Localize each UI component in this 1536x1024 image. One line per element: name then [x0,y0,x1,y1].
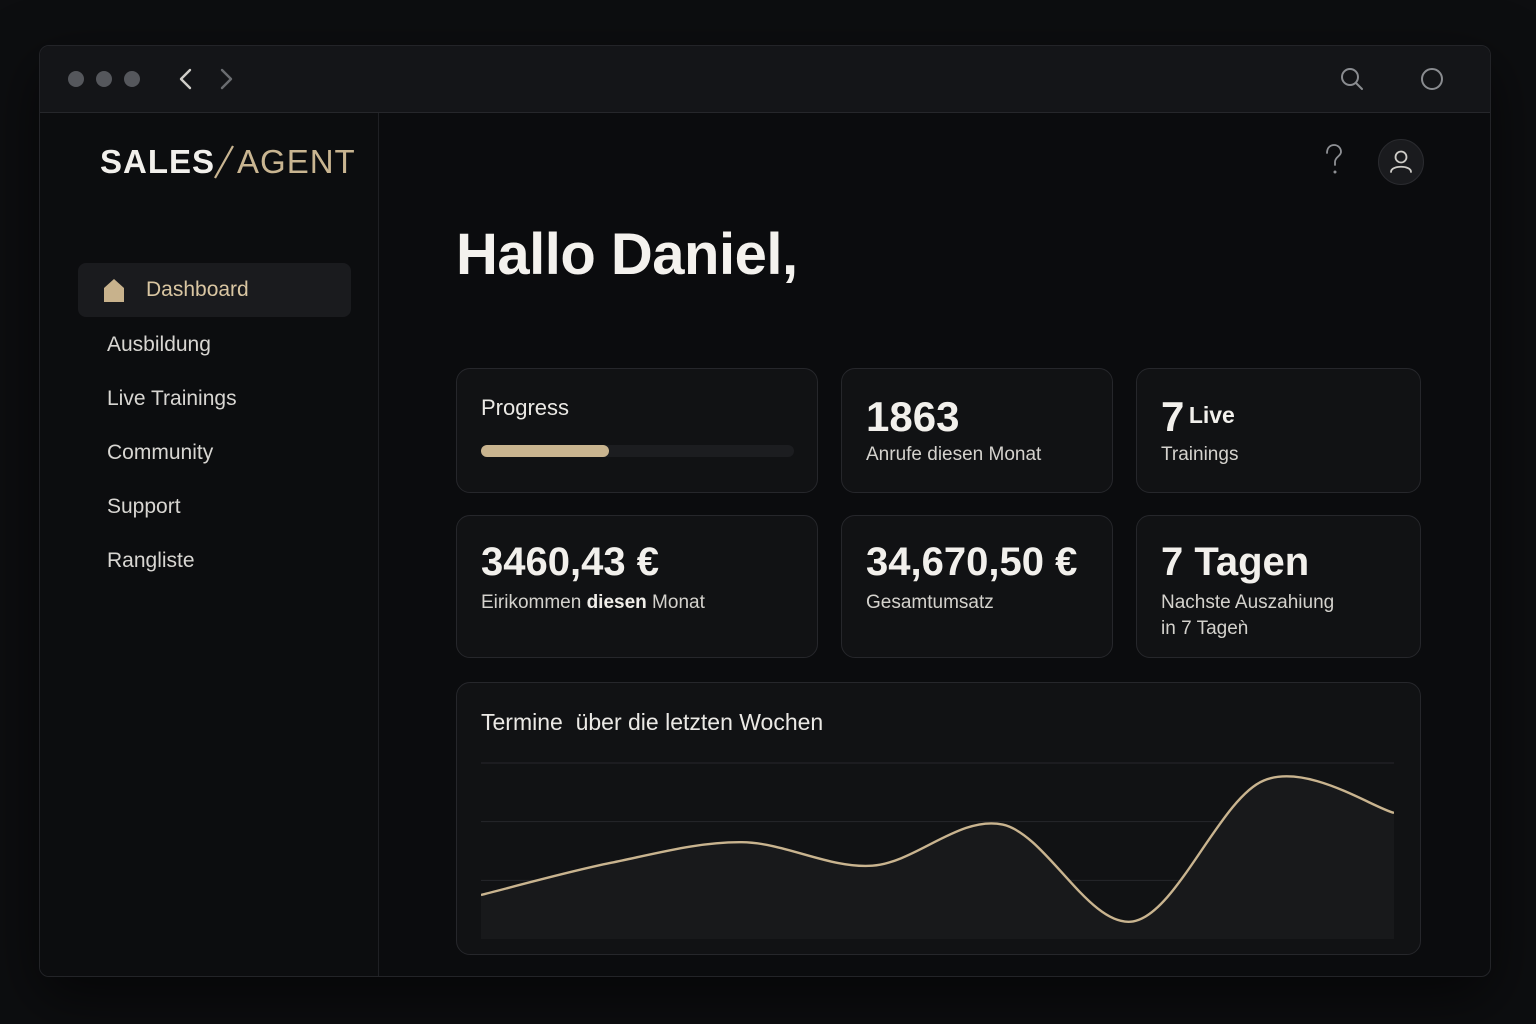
brand-part-2: AGENT [237,143,356,180]
sidebar-item-label: Community [107,441,214,464]
chart-data-point[interactable] [1260,777,1268,785]
payout-label-line-1: Nachste Auszahiung [1161,592,1335,613]
income-label-post: Monat [646,592,705,613]
chart-data-point[interactable] [1129,917,1137,925]
appointments-chart-card: Termine über die letzten Wochen [456,682,1421,955]
brand-logo[interactable]: SALES AGENT [100,143,356,181]
chart-series-line [481,775,1394,923]
sidebar-item-label: Rangliste [107,549,195,572]
sidebar-item-dashboard[interactable]: Dashboard [78,263,351,317]
chart-data-point[interactable] [999,821,1007,829]
window-close-dot[interactable] [68,71,84,87]
window-minimize-dot[interactable] [96,71,112,87]
sidebar-item-rangliste[interactable]: Rangliste [78,534,351,588]
income-card: 3460,43 € Eirikommen diesen Monat [456,515,818,658]
income-label: Eirikommen diesen Monat [481,592,705,614]
chart-area-fill [481,776,1394,939]
forward-arrow-icon[interactable] [214,66,238,92]
title-bar [40,46,1490,113]
sidebar-item-ausbildung[interactable]: Ausbildung [78,318,351,372]
sidebar-item-label: Support [107,495,181,518]
payout-value: 7 Tagen [1161,540,1310,584]
question-icon[interactable] [1323,143,1345,177]
sidebar-item-live-trainings[interactable]: Live Trainings [78,372,351,426]
calls-label: Anrufe diesen Monat [866,444,1042,465]
calls-value: 1863 [866,393,960,440]
user-icon [1390,150,1412,173]
app-window: SALES AGENT Dashboard Ausbildung Live Tra… [39,45,1491,977]
search-icon[interactable] [1339,66,1365,92]
chart-title: Termine über die letzten Wochen [481,709,824,735]
sidebar: SALES AGENT Dashboard Ausbildung Live Tra… [40,113,379,976]
payout-label-line-2: in 7 Tageǹ [1161,618,1249,639]
sidebar-item-community[interactable]: Community [78,426,351,480]
back-arrow-icon[interactable] [174,66,198,92]
trainings-card: 7 Live Trainings [1136,368,1421,493]
progress-card: Progress [456,368,818,493]
chart-data-point[interactable] [607,859,615,867]
appointments-line-chart [481,762,1394,939]
trainings-value: 7 [1161,393,1185,440]
trainings-suffix: Live [1188,402,1235,428]
page-title: Hallo Daniel, [456,222,798,287]
sidebar-item-support[interactable]: Support [78,480,351,534]
revenue-value: 34,670,50 € [866,540,1078,584]
chart-data-point[interactable] [738,838,746,846]
income-value: 3460,43 € [481,540,659,584]
income-label-pre: Eirikommen [481,592,587,613]
trainings-value-line: 7 Live [1161,393,1235,441]
progress-bar [481,445,794,457]
brand-part-1: SALES [100,143,216,180]
trainings-label: Trainings [1161,444,1239,465]
window-maximize-dot[interactable] [124,71,140,87]
income-label-bold: diesen [586,592,647,613]
circle-icon[interactable] [1419,66,1445,92]
progress-bar-fill [481,445,610,457]
revenue-card: 34,670,50 € Gesamtumsatz [841,515,1113,658]
revenue-label: Gesamtumsatz [866,592,994,613]
sidebar-item-label: Ausbildung [107,333,211,356]
sidebar-item-label: Live Trainings [107,387,237,410]
main-content: Hallo Daniel, Progress 1863 Anrufe diese… [379,113,1490,976]
sidebar-item-label: Dashboard [146,278,249,301]
home-icon [104,279,124,302]
chart-data-point[interactable] [868,862,876,870]
payout-card: 7 Tagen Nachste Auszahiung in 7 Tageǹ [1136,515,1421,658]
profile-button[interactable] [1378,139,1424,185]
progress-title: Progress [481,395,570,420]
calls-card: 1863 Anrufe diesen Monat [841,368,1113,493]
logo-slash-icon [214,145,237,179]
